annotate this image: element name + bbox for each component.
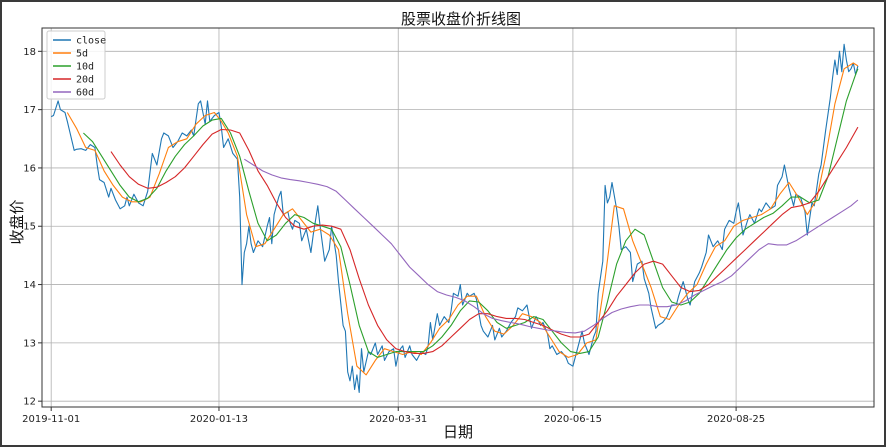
x-tick-label: 2020-06-15 [544, 414, 602, 425]
y-tick-label: 16 [23, 163, 36, 174]
y-tick-label: 12 [23, 397, 36, 408]
x-tick-label: 2020-08-25 [707, 414, 765, 425]
legend-label-10d: 10d [76, 62, 94, 73]
legend-box [46, 30, 106, 100]
x-tick-label: 2020-03-31 [369, 414, 427, 425]
y-tick-label: 17 [23, 105, 36, 116]
y-tick-label: 13 [23, 338, 36, 349]
y-tick-label: 14 [23, 280, 36, 291]
legend-label-5d: 5d [76, 49, 88, 60]
legend-label-close: close [76, 36, 106, 47]
chart-title: 股票收盘价折线图 [401, 10, 521, 28]
y-tick-label: 18 [23, 47, 36, 58]
legend: close 5d 10d 20d 60d [46, 30, 106, 100]
y-tick-label: 15 [23, 222, 36, 233]
legend-label-60d: 60d [76, 88, 94, 99]
series-lines [50, 43, 859, 393]
axis-ticks: 12 13 14 15 16 17 18 2019-11-01 2020-01-13 2020-0… [22, 47, 765, 425]
series-line-60d [244, 158, 859, 334]
gridlines [42, 28, 874, 407]
x-tick-label: 2020-01-13 [190, 414, 248, 425]
plot-area [41, 27, 875, 408]
series-line-close [50, 43, 859, 393]
y-axis-label: 收盘价 [8, 199, 26, 244]
legend-label-20d: 20d [76, 75, 94, 86]
series-line-10d [83, 68, 859, 358]
series-line-20d [110, 126, 859, 354]
x-tick-label: 2019-11-01 [22, 414, 80, 425]
x-axis-label: 日期 [443, 423, 473, 441]
